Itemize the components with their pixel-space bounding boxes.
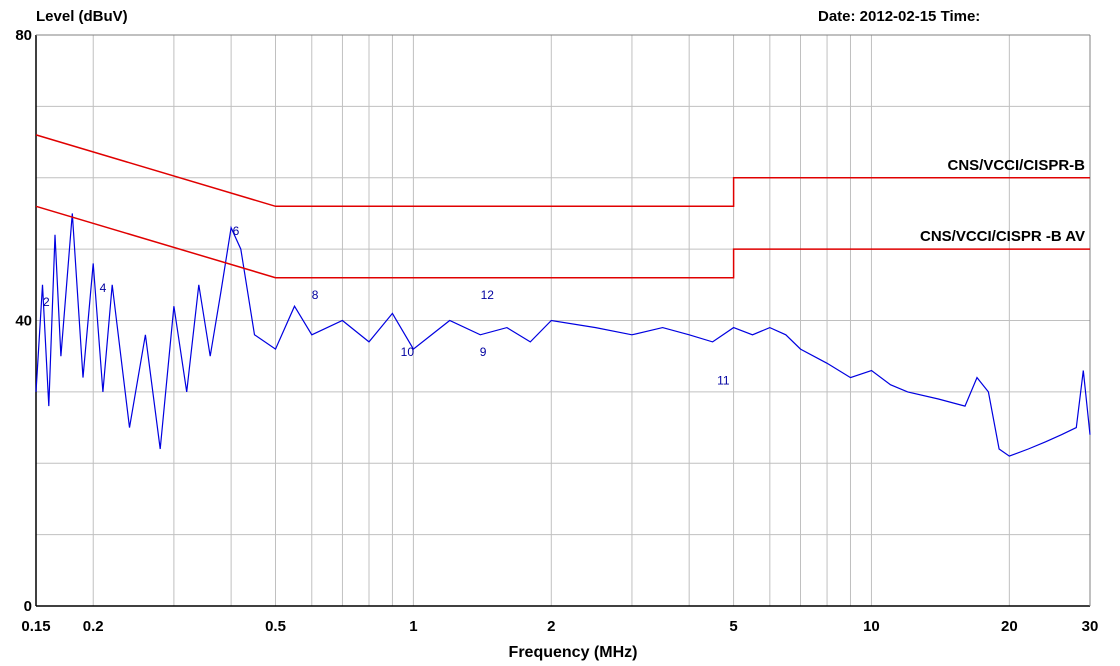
- limit-line: [35, 205, 1090, 279]
- limit-line: [35, 134, 1090, 208]
- marker-label: 8: [312, 288, 319, 302]
- x-tick-label: 0.5: [265, 618, 286, 635]
- y-tick-label: 40: [15, 313, 32, 330]
- y-tick-label: 0: [24, 598, 32, 615]
- marker-label: 2: [43, 295, 50, 309]
- marker-label: 10: [401, 345, 415, 359]
- limit-line-label: CNS/VCCI/CISPR -B AV: [920, 228, 1085, 245]
- marker-label: 12: [481, 288, 495, 302]
- marker-label: 11: [717, 374, 730, 388]
- y-axis-title: Level (dBuV): [36, 8, 128, 25]
- x-axis-title: Frequency (MHz): [509, 644, 638, 661]
- x-tick-label: 5: [729, 618, 737, 635]
- x-tick-label: 10: [863, 618, 880, 635]
- marker-label: 4: [100, 281, 107, 295]
- x-tick-label: 0.15: [21, 618, 50, 635]
- measurement-trace: [35, 213, 1091, 457]
- y-tick-label: 80: [15, 27, 32, 44]
- x-tick-label: 0.2: [83, 618, 104, 635]
- marker-label: 9: [480, 345, 487, 359]
- x-tick-label: 30: [1082, 618, 1099, 635]
- limit-line-label: CNS/VCCI/CISPR-B: [947, 157, 1085, 174]
- x-tick-label: 2: [547, 618, 555, 635]
- marker-label: 6: [233, 224, 240, 238]
- x-tick-label: 1: [409, 618, 417, 635]
- date-time-label: Date: 2012-02-15 Time:: [818, 8, 981, 25]
- x-tick-label: 20: [1001, 618, 1018, 635]
